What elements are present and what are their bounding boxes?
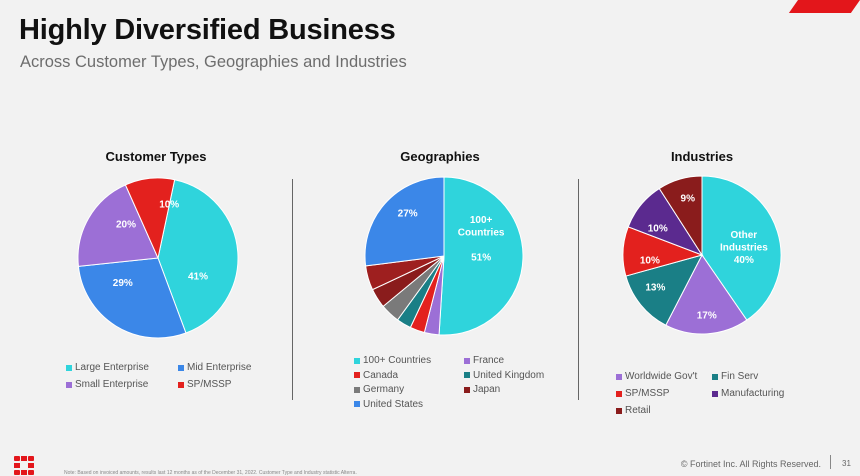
legend-swatch [464,386,470,393]
legend-item-small-enterprise: Small Enterprise [66,379,148,390]
pie-label-fin-serv: 13% [645,283,665,294]
legend-label: Canada [363,369,399,381]
pie-label-large-enterprise: 41% [188,272,208,283]
legend-swatch [178,381,184,388]
legend-item-retail: Retail [616,405,651,416]
pie-chart-customer-types: 41% 29% 20% 10% [77,177,239,339]
legend-item-sp-mssp: SP/MSSP [616,388,669,399]
legend-swatch [464,372,470,378]
legend-label: 100+ Countries [363,355,432,366]
legend-swatch [66,381,72,388]
legend-label: France [473,355,505,366]
legend-swatch [354,357,360,364]
legend-item-united-states: United States [354,399,423,410]
legend-item-manufacturing: Manufacturing [712,388,784,399]
pie-label-united-states: 27% [398,209,418,220]
page-subtitle: Across Customer Types, Geographies and I… [20,53,407,71]
pie-label-other-industries: Other Industries 40% [720,230,768,266]
legend-swatch [178,364,184,371]
page-title: Highly Diversified Business [19,14,396,46]
pie-slice-small-enterprise [77,184,159,267]
copyright: © Fortinet Inc. All Rights Reserved. [680,459,821,469]
legend-label: Manufacturing [721,388,785,399]
legend-swatch [616,390,622,397]
legend-swatch [354,401,360,407]
legend-label: Mid Enterprise [187,362,252,373]
legend-label: SP/MSSP [187,379,232,390]
legend-item-japan: Japan [464,384,500,395]
pie-chart-industries: Other Industries 40% 17% 13% 10% 10% 9% [622,175,782,335]
pie-slice-united-states [364,176,445,267]
legend-swatch [464,357,470,364]
legend-customer-types: Large Enterprise Mid Enterprise Small Ente… [66,362,276,396]
pie-slice-100-countries [438,176,524,336]
pie-label-manufacturing: 10% [648,223,668,234]
pie-label-small-enterprise: 20% [116,220,136,231]
pie-label-worldwide-gov-t: 17% [697,310,717,321]
legend-label: Japan [473,384,501,395]
legend-swatch [616,373,622,380]
legend-label: Retail [625,405,651,416]
legend-item-fin-serv: Fin Serv [712,371,758,382]
legend-swatch [712,373,718,380]
divider-right [578,179,579,400]
legend-swatch [66,364,72,371]
pie-slice-worldwide-gov-t [665,254,748,335]
legend-label: Germany [363,384,405,395]
corner-accent [788,0,860,13]
pie-label-sp-mssp: 10% [640,256,660,267]
pie-label-mid-enterprise: 29% [113,278,133,289]
legend-label: Fin Serv [721,371,759,382]
pie-slice-sp-mssp [124,177,176,260]
legend-item-united-kingdom: United Kingdom [464,370,544,381]
legend-swatch [354,372,360,378]
legend-item-germany: Germany [354,384,404,395]
legend-item-large-enterprise: Large Enterprise [66,362,149,373]
page-number: 31 [842,459,851,468]
legend-item-canada: Canada [354,370,398,381]
pie-chart-geographies: 100+ Countries 51% 27% [364,176,524,336]
legend-swatch [712,390,718,397]
pie-label-retail: 9% [681,193,696,204]
legend-label: United Kingdom [473,369,545,381]
legend-swatch [354,386,360,393]
legend-swatch [616,407,622,414]
pie-label-sp-mssp: 10% [159,200,179,211]
chart-title-geographies: Geographies [400,149,480,164]
legend-item-100-countries: 100+ Countries [354,355,431,366]
footnote: Note: Based on invoiced amounts, results… [64,470,357,476]
footer-separator [830,455,831,469]
chart-title-customer-types: Customer Types [105,149,207,164]
legend-label: Large Enterprise [75,362,149,373]
divider-left [292,179,293,400]
legend-industries: Worldwide Gov't Fin Serv SP/MSSP Manufactur… [616,371,816,419]
chart-title-industries: Industries [670,149,734,164]
pie-label-100-countries: 100+ Countries 51% [458,215,505,264]
legend-geographies: 100+ Countries France Canada United Kingdom… [354,355,564,415]
legend-item-france: France [464,355,504,366]
pie-slice-large-enterprise [157,179,239,334]
legend-label: United States [363,398,424,410]
legend-label: Small Enterprise [75,379,149,390]
legend-label: Worldwide Gov't [625,371,698,382]
fortinet-logo [14,456,34,475]
pie-slice-mid-enterprise [77,257,187,339]
pie-slice-other-industries [701,175,782,321]
legend-item-worldwide-gov-t: Worldwide Gov't [616,371,697,382]
pie-slice-retail [658,175,703,257]
legend-label: SP/MSSP [625,388,670,399]
legend-item-mid-enterprise: Mid Enterprise [178,362,251,373]
pie-slice-fin-serv [625,254,703,326]
legend-item-sp-mssp: SP/MSSP [178,379,231,390]
